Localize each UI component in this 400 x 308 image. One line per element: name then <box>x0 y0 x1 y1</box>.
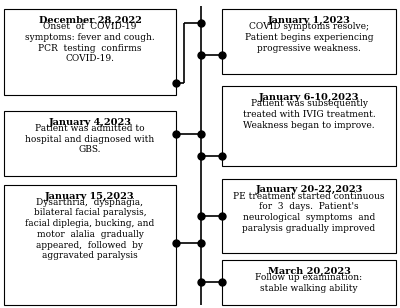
Text: COVID symptoms resolve;
Patient begins experiencing
progressive weakness.: COVID symptoms resolve; Patient begins e… <box>245 22 373 53</box>
Text: Dysarthria,  dysphagia,
bilateral facial paralysis,
facial diplegia, bucking, an: Dysarthria, dysphagia, bilateral facial … <box>25 198 155 261</box>
Text: January 15,2023: January 15,2023 <box>45 192 135 201</box>
FancyBboxPatch shape <box>222 9 396 74</box>
Text: January 1,2023: January 1,2023 <box>268 16 350 25</box>
FancyBboxPatch shape <box>4 185 176 305</box>
FancyBboxPatch shape <box>222 179 396 253</box>
FancyBboxPatch shape <box>4 9 176 95</box>
Text: Onset  of  COVID-19
symptoms: fever and cough.
PCR  testing  confirms
COVID-19.: Onset of COVID-19 symptoms: fever and co… <box>25 22 155 63</box>
Text: PE treatment started continuous
for  3  days.  Patient's
neurological  symptoms : PE treatment started continuous for 3 da… <box>233 192 385 233</box>
FancyBboxPatch shape <box>4 111 176 176</box>
Text: Patient was subsequently
treated with IVIG treatment.
Weakness began to improve.: Patient was subsequently treated with IV… <box>243 99 375 130</box>
Text: January 4,2023: January 4,2023 <box>48 118 132 127</box>
FancyBboxPatch shape <box>222 86 396 166</box>
Text: Patient was admitted to
hospital and diagnosed with
GBS.: Patient was admitted to hospital and dia… <box>25 124 155 154</box>
Text: Follow up examination:
stable walking ability: Follow up examination: stable walking ab… <box>256 273 362 293</box>
Text: January 20-22,2023: January 20-22,2023 <box>255 185 363 194</box>
Text: March 20,2023: March 20,2023 <box>268 267 350 276</box>
FancyBboxPatch shape <box>222 260 396 305</box>
Text: January 6-10,2023: January 6-10,2023 <box>259 93 359 102</box>
Text: December 28,2022: December 28,2022 <box>38 16 142 25</box>
